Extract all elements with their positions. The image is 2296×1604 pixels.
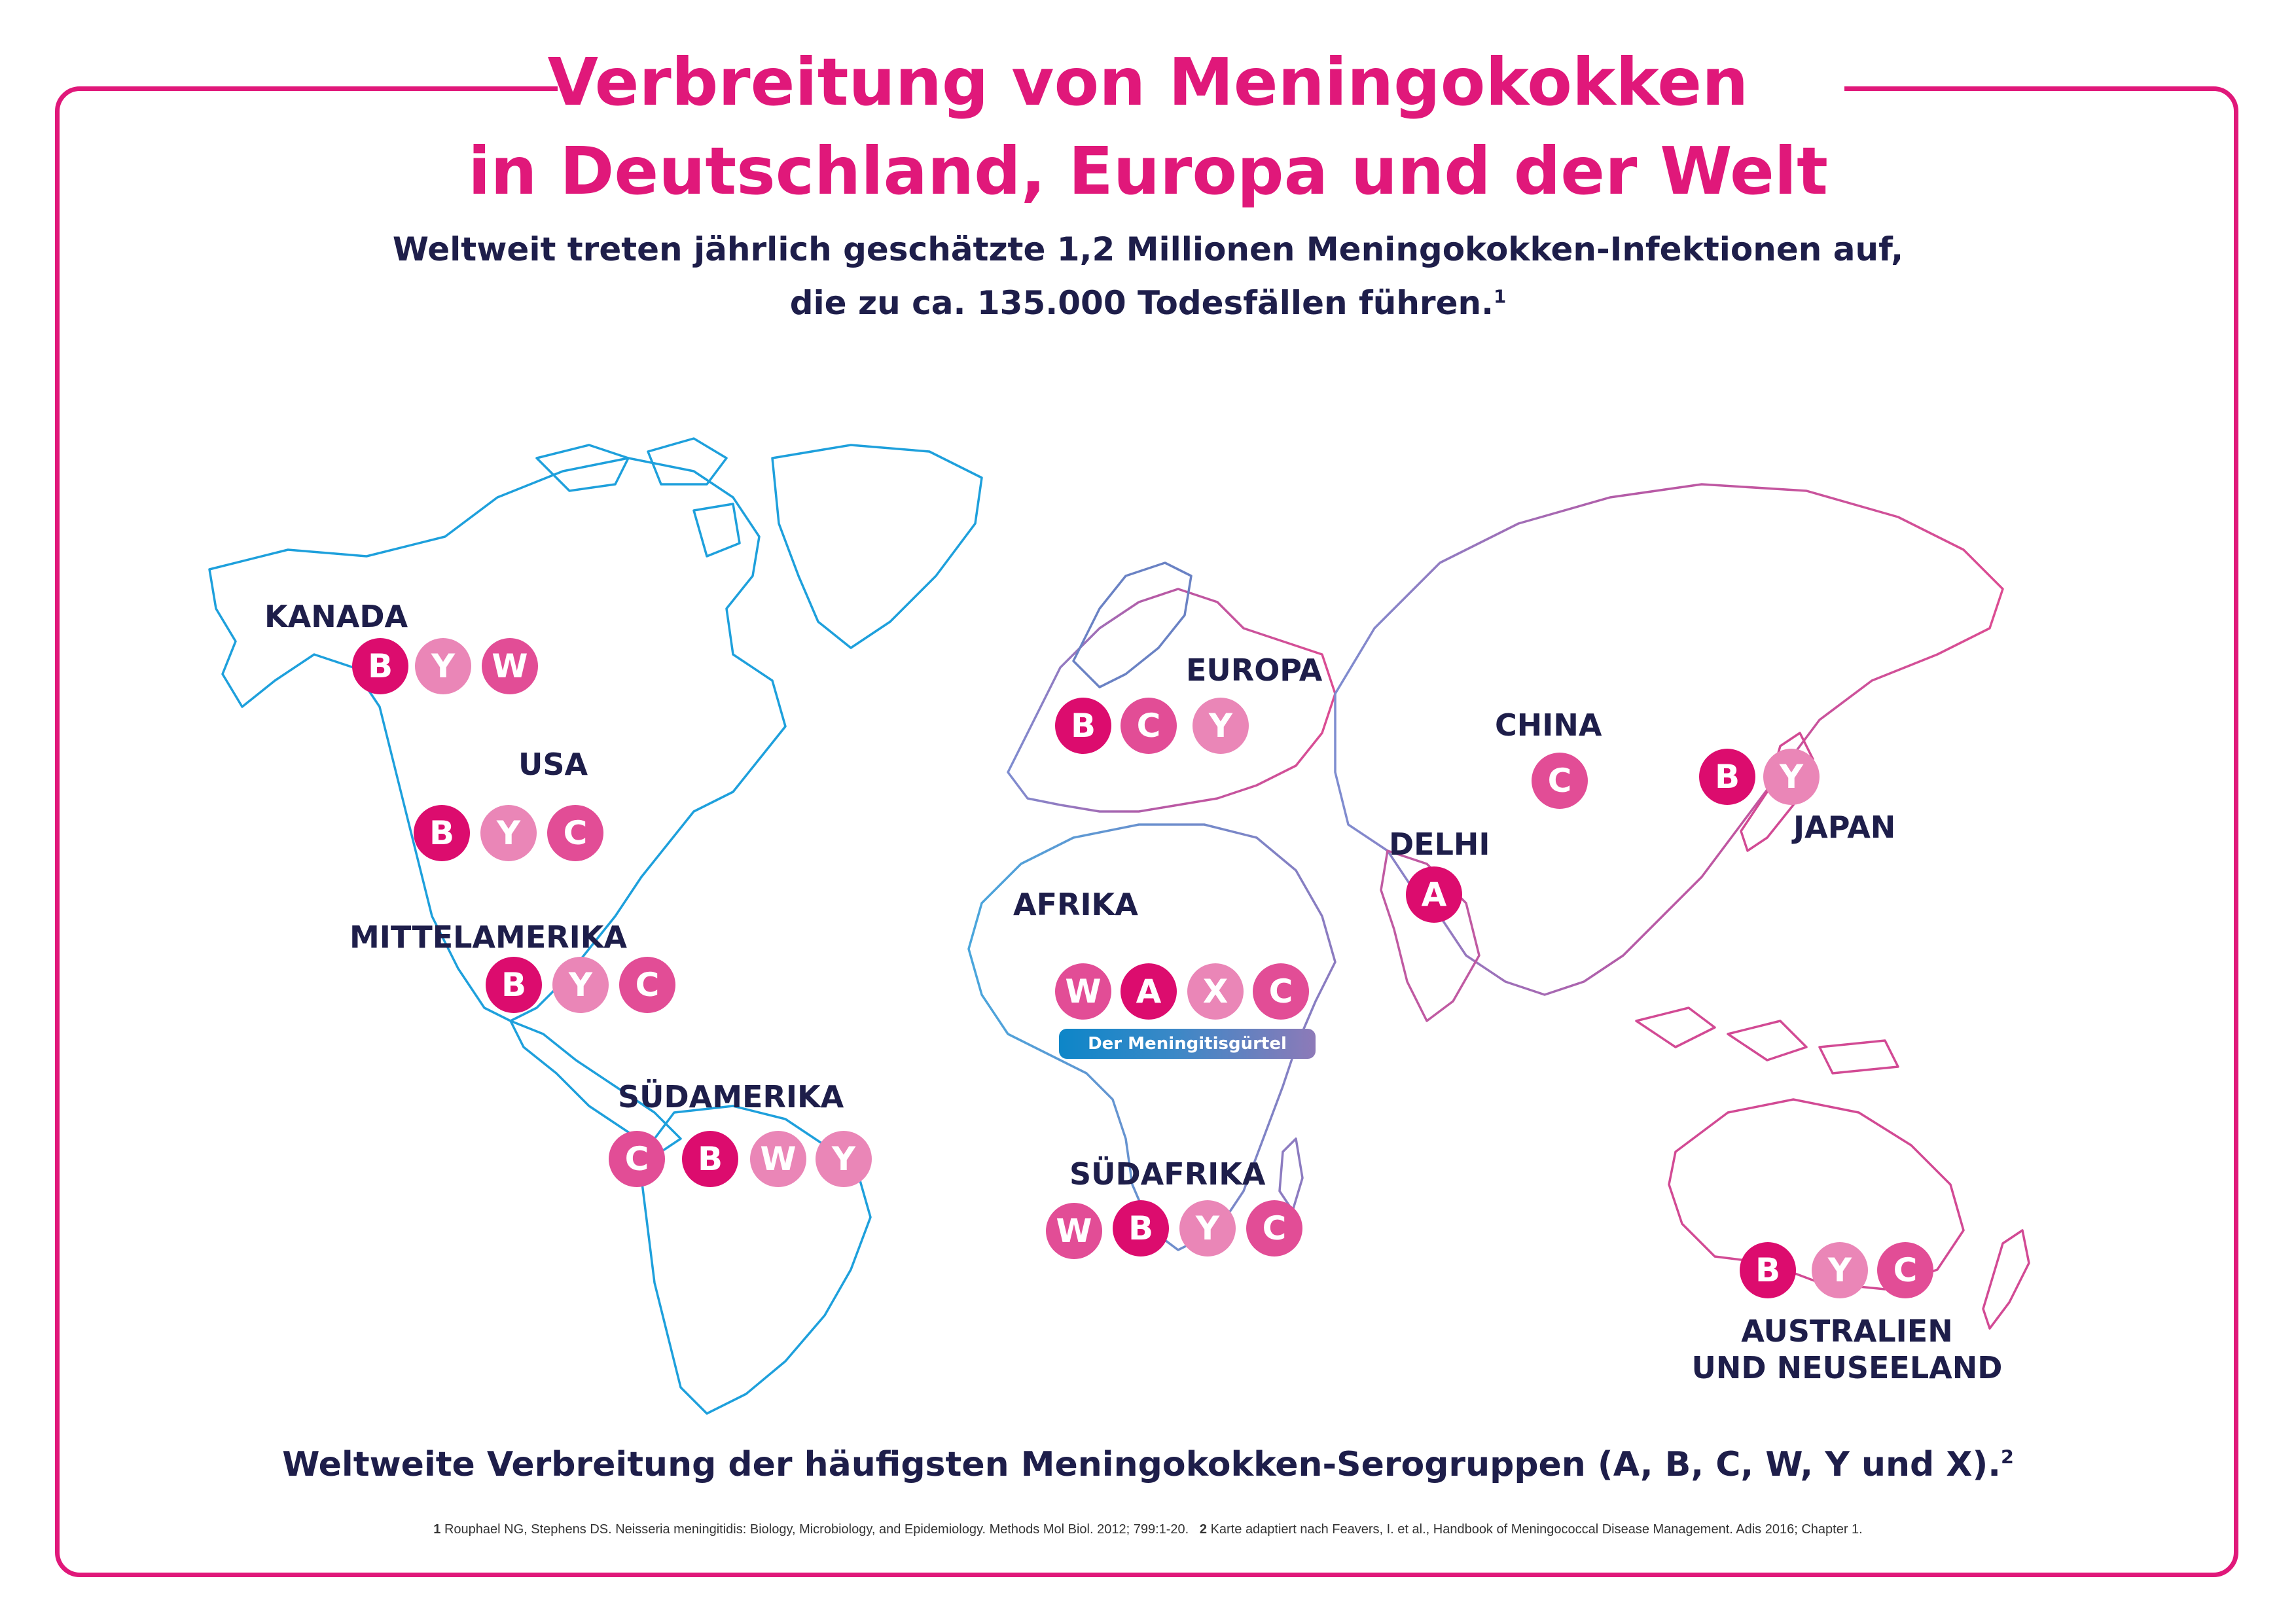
serogroup-badge-australien-1: B bbox=[1740, 1242, 1796, 1298]
south-america-outline bbox=[640, 1105, 872, 1415]
region-label-mittelamerika: MITTELAMERIKA bbox=[350, 919, 628, 955]
serogroup-badge-suedafrika-3: Y bbox=[1179, 1200, 1236, 1256]
serogroup-badge-suedamerika-1: C bbox=[609, 1131, 665, 1187]
north-america-outline bbox=[208, 457, 787, 1022]
footnotes: 1 Rouphael NG, Stephens DS. Neisseria me… bbox=[0, 1522, 2296, 1537]
serogroup-badge-usa-3: C bbox=[547, 805, 603, 861]
region-label-usa: USA bbox=[518, 747, 588, 782]
subtitle-line-1: Weltweit treten jährlich geschätzte 1,2 … bbox=[392, 230, 1904, 268]
map-caption-text: Weltweite Verbreitung der häufigsten Men… bbox=[282, 1445, 2001, 1484]
serogroup-badge-mittelamerika-1: B bbox=[486, 957, 542, 1013]
title-frame-gap bbox=[558, 59, 1844, 118]
subtitle-footnote-ref: 1 bbox=[1494, 286, 1507, 308]
serogroup-badge-suedafrika-2: B bbox=[1113, 1200, 1169, 1256]
serogroup-badge-usa-2: Y bbox=[480, 805, 537, 861]
region-label-suedafrika: SÜDAFRIKA bbox=[1069, 1156, 1266, 1192]
region-label-australien: AUSTRALIEN UND NEUSEELAND bbox=[1683, 1313, 2011, 1386]
serogroup-badge-kanada-3: W bbox=[482, 638, 538, 694]
subtitle-line-2: die zu ca. 135.000 Todesfällen führen. bbox=[789, 284, 1494, 322]
serogroup-badge-mittelamerika-3: C bbox=[619, 957, 675, 1013]
page-subtitle: Weltweit treten jährlich geschätzte 1,2 … bbox=[0, 223, 2296, 330]
serogroup-badge-delhi-1: A bbox=[1406, 866, 1462, 923]
region-label-australien-line-2: UND NEUSEELAND bbox=[1691, 1350, 2003, 1385]
region-label-delhi: DELHI bbox=[1389, 827, 1490, 862]
serogroup-badge-afrika-1: W bbox=[1055, 963, 1111, 1020]
caption-footnote-ref: 2 bbox=[2000, 1446, 2014, 1469]
serogroup-badge-usa-1: B bbox=[414, 805, 470, 861]
southeast-asia-islands-outline bbox=[1635, 1007, 1899, 1075]
title-line-1: Verbreitung von Meningokokken bbox=[547, 44, 1749, 120]
serogroup-badge-japan-2: Y bbox=[1763, 749, 1820, 805]
page-title: Verbreitung von Meningokokken in Deutsch… bbox=[0, 38, 2296, 216]
serogroup-badge-afrika-2: A bbox=[1121, 963, 1177, 1020]
australia-outline bbox=[1668, 1098, 1965, 1291]
serogroup-badge-mittelamerika-2: Y bbox=[552, 957, 609, 1013]
central-america-outline bbox=[509, 1020, 682, 1153]
region-label-afrika: AFRIKA bbox=[1013, 887, 1138, 922]
europe-outline bbox=[1007, 588, 1336, 813]
serogroup-badge-kanada-1: B bbox=[352, 638, 408, 694]
serogroup-badge-afrika-3: X bbox=[1187, 963, 1244, 1020]
serogroup-badge-japan-1: B bbox=[1699, 749, 1755, 805]
madagascar-outline bbox=[1278, 1137, 1304, 1212]
new-zealand-outline bbox=[1982, 1229, 2030, 1330]
region-label-suedamerika: SÜDAMERIKA bbox=[618, 1079, 844, 1114]
arctic-islands-outline bbox=[535, 437, 741, 558]
footnote-2-text: Karte adaptiert nach Feavers, I. et al.,… bbox=[1210, 1522, 1863, 1537]
serogroup-badge-suedafrika-4: C bbox=[1246, 1200, 1302, 1256]
serogroup-badge-europa-3: Y bbox=[1193, 698, 1249, 754]
map-caption: Weltweite Verbreitung der häufigsten Men… bbox=[0, 1445, 2296, 1484]
footnote-1-text: Rouphael NG, Stephens DS. Neisseria meni… bbox=[444, 1522, 1189, 1537]
region-label-europa: EUROPA bbox=[1186, 652, 1323, 688]
serogroup-badge-china-1: C bbox=[1532, 753, 1588, 809]
region-label-japan: JAPAN bbox=[1793, 810, 1896, 845]
serogroup-badge-afrika-4: C bbox=[1253, 963, 1309, 1020]
serogroup-badge-australien-3: C bbox=[1877, 1242, 1933, 1298]
scandinavia-outline bbox=[1072, 561, 1193, 688]
serogroup-badge-suedamerika-3: W bbox=[750, 1131, 806, 1187]
serogroup-badge-europa-1: B bbox=[1055, 698, 1111, 754]
serogroup-badge-suedamerika-4: Y bbox=[816, 1131, 872, 1187]
region-label-australien-line-1: AUSTRALIEN bbox=[1741, 1313, 1953, 1349]
region-label-china: CHINA bbox=[1495, 707, 1602, 743]
region-label-kanada: KANADA bbox=[264, 599, 408, 634]
greenland-outline bbox=[771, 444, 983, 649]
footnote-1-number: 1 bbox=[433, 1522, 441, 1537]
footnote-2-number: 2 bbox=[1199, 1522, 1208, 1537]
title-line-2: in Deutschland, Europa und der Welt bbox=[468, 133, 1828, 209]
serogroup-badge-kanada-2: Y bbox=[415, 638, 471, 694]
africa-outline bbox=[967, 823, 1336, 1251]
serogroup-badge-suedafrika-1: W bbox=[1046, 1203, 1102, 1259]
meningitis-belt-label: Der Meningitisgürtel bbox=[1059, 1029, 1316, 1059]
serogroup-badge-suedamerika-2: B bbox=[682, 1131, 738, 1187]
japan-outline bbox=[1740, 732, 1814, 852]
serogroup-badge-australien-2: Y bbox=[1812, 1242, 1868, 1298]
serogroup-badge-europa-2: C bbox=[1121, 698, 1177, 754]
